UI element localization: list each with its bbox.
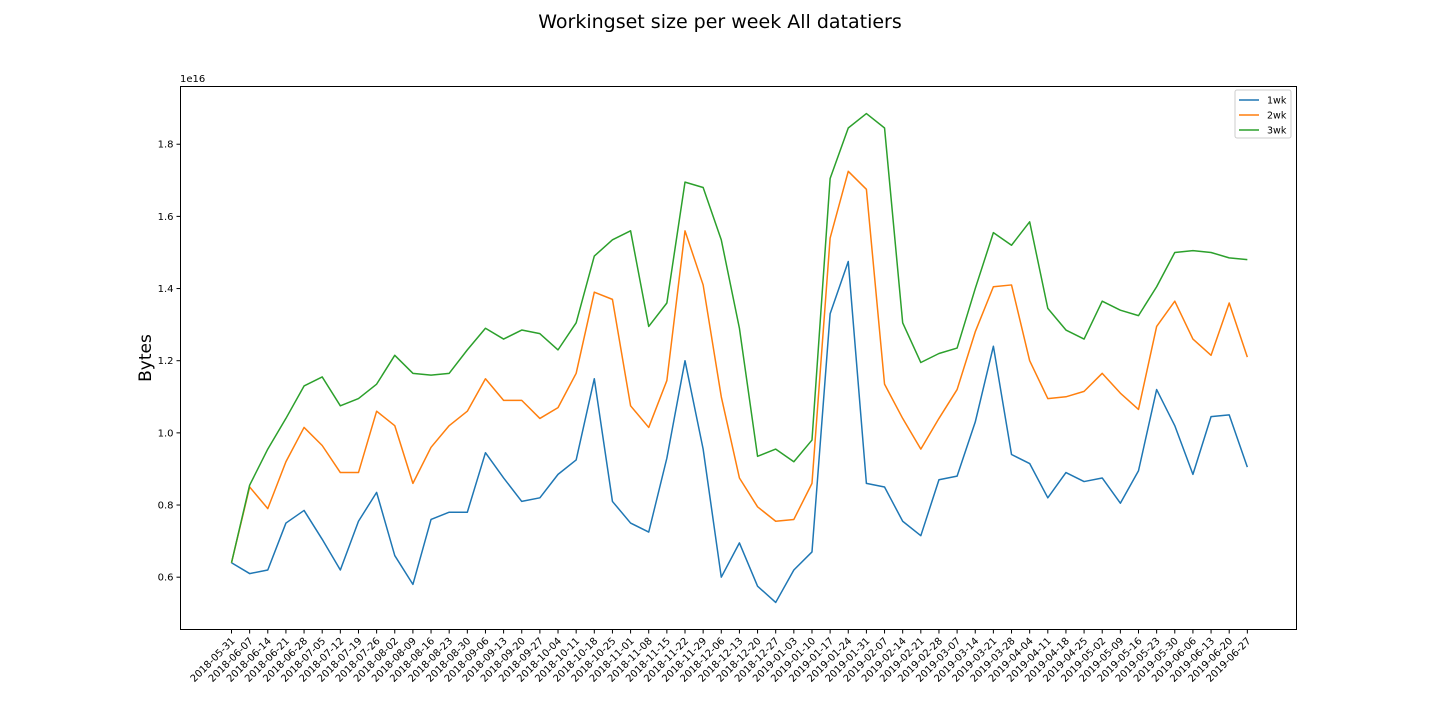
y-tick-label: 1.2	[158, 356, 174, 367]
x-axis: 2018-05-312018-06-072018-06-142018-06-21…	[189, 629, 1253, 685]
y-tick-label: 0.6	[158, 573, 174, 584]
series-line-3wk	[230, 112, 1248, 563]
series-line-2wk	[230, 170, 1249, 563]
y-tick-label: 1.6	[158, 212, 174, 223]
legend-label: 2wk	[1267, 111, 1287, 122]
y-tick-label: 1.4	[158, 284, 174, 295]
y-tick-label: 1.8	[158, 140, 174, 151]
plot-lines	[230, 112, 1249, 604]
y-axis-offset-label: 1e16	[180, 74, 205, 85]
legend: 1wk 2wk 3wk	[1234, 89, 1292, 139]
y-axis-label: Bytes	[136, 334, 156, 382]
y-tick-label: 0.8	[158, 501, 174, 512]
y-axis: 0.6 0.8 1.0 1.2 1.4 1.6 1.8	[158, 140, 181, 584]
legend-label: 1wk	[1267, 96, 1287, 107]
legend-label: 3wk	[1267, 126, 1287, 137]
plot-frame	[180, 86, 1297, 630]
chart-title: Workingset size per week All datatiers	[538, 11, 902, 33]
series-line-1wk	[231, 260, 1249, 604]
legend-box	[1234, 89, 1292, 139]
y-tick-label: 1.0	[158, 428, 174, 439]
